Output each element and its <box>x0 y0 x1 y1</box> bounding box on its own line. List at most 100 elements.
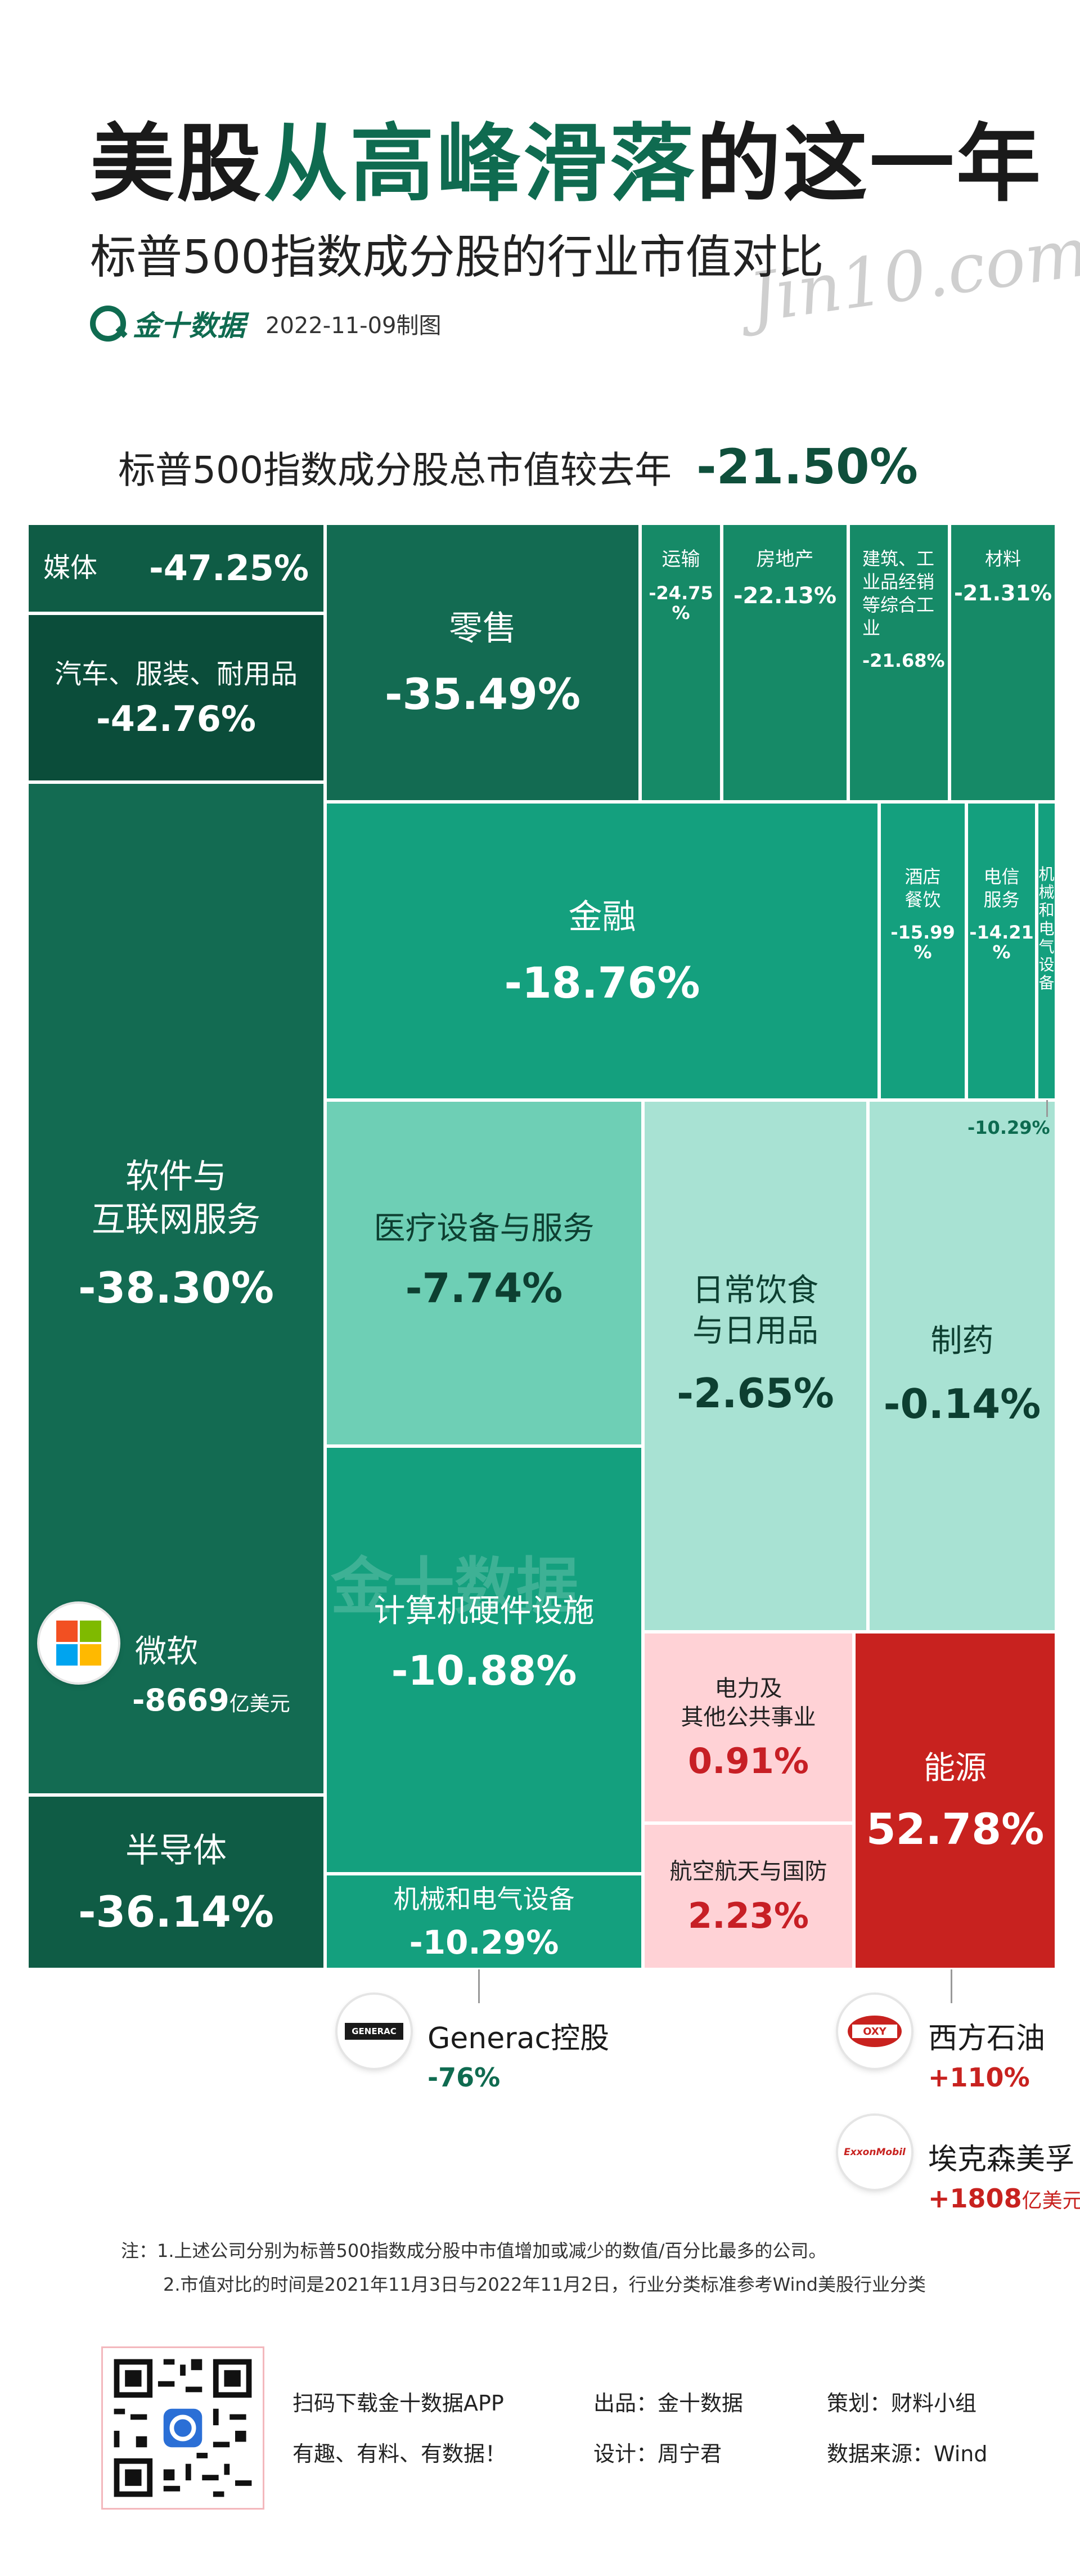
treemap: 媒体 -47.25% 汽车、服装、耐用品 -42.76% 软件与 互联网服务 -… <box>27 523 1056 1969</box>
cell-value: -14.21 % <box>969 921 1034 963</box>
generac-name: Generac控股 <box>428 2022 610 2056</box>
cell-energy: 能源 52.78% <box>854 1632 1056 1969</box>
cell-machinery-small: 机 械 和 电 气 设 备 <box>1037 802 1056 1100</box>
cell-value: 2.23% <box>687 1895 809 1936</box>
cell-consumer-staples: 日常饮食 与日用品 -2.65% <box>643 1100 868 1632</box>
oxy-value: +110% <box>928 2062 1030 2093</box>
cell-label: 运输 <box>662 548 700 571</box>
exxonmobil-logo-icon: ExxonMobil <box>838 2116 911 2189</box>
cell-industrials: 建筑、工 业品经销 等综合工 业 -21.68% <box>848 523 950 802</box>
exxon-value-unit: 亿美元 <box>1022 2189 1080 2213</box>
cell-healthcare: 医疗设备与服务 -7.74% <box>325 1100 643 1446</box>
cell-value: -35.49% <box>384 669 581 720</box>
title-part3: 的这一年 <box>696 115 1043 213</box>
cell-telecom: 电信 服务 -14.21 % <box>966 802 1037 1100</box>
oxy-leader <box>951 1969 952 2003</box>
generac-logo-icon: GENERAC <box>338 1995 411 2068</box>
qr-code[interactable] <box>101 2346 264 2510</box>
cell-label: 机械和电气设备 <box>393 1883 575 1914</box>
cell-label: 电力及 其他公共事业 <box>681 1675 816 1730</box>
cell-label: 汽车、服装、耐用品 <box>54 658 298 690</box>
cell-value: 52.78% <box>866 1804 1045 1855</box>
total-label: 标普500指数成分股总市值较去年 <box>118 448 672 492</box>
cell-label: 金融 <box>568 897 636 937</box>
cell-value: -36.14% <box>78 1886 274 1937</box>
cell-hotels: 酒店 餐饮 -15.99 % <box>879 802 966 1100</box>
cell-label: 房地产 <box>756 548 814 571</box>
cell-semiconductors: 半导体 -36.14% <box>27 1795 325 1969</box>
cell-value: -22.13% <box>733 582 837 609</box>
page-title: 美股从高峰滑落的这一年 <box>90 96 1043 218</box>
cell-value: -0.14% <box>883 1380 1041 1428</box>
title-part1: 美股 <box>90 115 264 213</box>
cell-finance: 金融 -18.76% <box>325 802 879 1100</box>
designer: 设计：周宁君 <box>593 2442 722 2466</box>
microsoft-value-number: -8669 <box>132 1682 230 1718</box>
cell-value: -42.76% <box>96 698 256 739</box>
cell-aerospace: 航空航天与国防 2.23% <box>643 1823 854 1969</box>
data-source: 数据来源：Wind <box>827 2442 988 2466</box>
cell-real-estate: 房地产 -22.13% <box>722 523 848 802</box>
cell-value: -47.25% <box>149 547 309 589</box>
microsoft-name: 微软 <box>135 1633 198 1670</box>
note-1: 注：1.上述公司分别为标普500指数成分股中市值增加或减少的数值/百分比最多的公… <box>121 2240 827 2261</box>
cell-value: -24.75 % <box>649 582 713 623</box>
cell-utilities: 电力及 其他公共事业 0.91% <box>643 1632 854 1823</box>
cell-label: 制药 <box>930 1323 994 1359</box>
exxon-value: +1808亿美元 <box>928 2183 1080 2214</box>
generac-logo-text: GENERAC <box>345 2023 403 2040</box>
publisher: 出品：金十数据 <box>593 2391 744 2416</box>
cell-label: 能源 <box>924 1750 987 1787</box>
cell-label: 机 械 和 电 气 设 备 <box>1038 865 1055 993</box>
cell-media: 媒体 -47.25% <box>27 523 325 613</box>
generac-value: -76% <box>428 2062 501 2093</box>
cell-label: 媒体 <box>43 552 98 584</box>
total-row: 标普500指数成分股总市值较去年 -21.50% <box>118 439 918 495</box>
cell-pharma: 制药 -0.14% <box>868 1100 1056 1632</box>
note-2: 2.市值对比的时间是2021年11月3日与2022年11月2日，行业分类标准参考… <box>163 2274 926 2295</box>
cell-label: 零售 <box>449 609 516 649</box>
cell-hardware: 计算机硬件设施 -10.88% <box>325 1446 643 1874</box>
cell-value: 0.91% <box>687 1740 809 1782</box>
cell-retail: 零售 -35.49% <box>325 523 640 802</box>
cell-value: -38.30% <box>78 1262 274 1313</box>
cell-value: -10.29% <box>409 1923 559 1962</box>
cell-label: 日常饮食 与日用品 <box>692 1272 818 1349</box>
generac-leader <box>478 1969 480 2003</box>
cell-label: 半导体 <box>125 1830 227 1870</box>
cell-value: -15.99 % <box>890 921 955 963</box>
oxy-name: 西方石油 <box>928 2022 1046 2056</box>
cell-value: -10.88% <box>391 1646 577 1694</box>
outside-value-label: -10.29% <box>968 1117 1050 1138</box>
page-subtitle: 标普500指数成分股的行业市值对比 <box>90 231 824 284</box>
cell-value: -21.68% <box>862 649 945 671</box>
oxy-logo-icon: OXY <box>838 1995 911 2068</box>
microsoft-value: -8669亿美元 <box>132 1682 290 1718</box>
cell-label: 软件与 互联网服务 <box>92 1157 260 1240</box>
cell-label: 材料 <box>984 548 1021 569</box>
cell-value: -21.31% <box>953 580 1052 605</box>
leader-line <box>1046 1100 1048 1117</box>
cell-label: 电信 服务 <box>983 866 1020 910</box>
qr-caption-2: 有趣、有料、有数据！ <box>292 2442 507 2466</box>
cell-value: -18.76% <box>504 957 700 1008</box>
exxon-name: 埃克森美孚 <box>928 2143 1075 2176</box>
cell-label: 航空航天与国防 <box>669 1859 827 1885</box>
microsoft-value-unit: 亿美元 <box>229 1693 290 1716</box>
brand-name: 金十数据 <box>133 309 245 342</box>
title-part2: 从高峰滑落 <box>263 115 697 213</box>
cell-label: 医疗设备与服务 <box>374 1210 595 1247</box>
cell-machinery: 机械和电气设备 -10.29% <box>325 1874 643 1969</box>
qr-caption-1: 扫码下载金十数据APP <box>292 2391 504 2416</box>
cell-label: 计算机硬件设施 <box>374 1593 595 1630</box>
cell-materials: 材料 -21.31% <box>950 523 1056 802</box>
cell-transport: 运输 -24.75 % <box>640 523 722 802</box>
chart-date: 2022-11-09制图 <box>266 313 442 339</box>
cell-label: 酒店 餐饮 <box>904 866 941 910</box>
exxon-value-number: +1808 <box>928 2183 1022 2214</box>
exxon-logo-text: ExxonMobil <box>844 2147 906 2158</box>
planner: 策划：财料小组 <box>827 2391 977 2416</box>
microsoft-logo-icon <box>39 1604 118 1682</box>
brand-logo-icon <box>90 306 126 342</box>
cell-value: -7.74% <box>405 1264 563 1312</box>
